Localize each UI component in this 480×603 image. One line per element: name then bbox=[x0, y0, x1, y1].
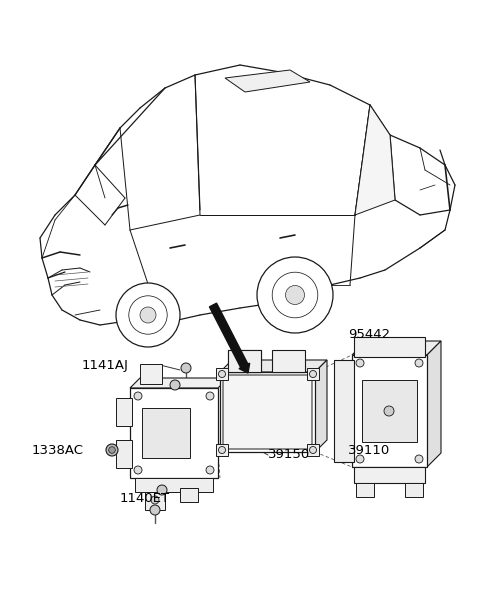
Bar bbox=[135, 478, 213, 492]
Polygon shape bbox=[352, 341, 441, 355]
Bar bbox=[216, 368, 228, 380]
Circle shape bbox=[206, 392, 214, 400]
Bar bbox=[140, 364, 162, 384]
Circle shape bbox=[218, 446, 226, 453]
Polygon shape bbox=[427, 341, 441, 467]
Circle shape bbox=[415, 455, 423, 463]
Circle shape bbox=[140, 307, 156, 323]
Circle shape bbox=[310, 446, 316, 453]
Circle shape bbox=[129, 296, 167, 334]
Polygon shape bbox=[315, 360, 327, 452]
Circle shape bbox=[150, 505, 160, 515]
Polygon shape bbox=[220, 360, 327, 372]
Circle shape bbox=[415, 359, 423, 367]
Circle shape bbox=[206, 466, 214, 474]
Circle shape bbox=[181, 363, 191, 373]
Circle shape bbox=[356, 455, 364, 463]
Circle shape bbox=[310, 370, 316, 377]
Text: 39150: 39150 bbox=[268, 449, 310, 461]
Bar bbox=[116, 398, 132, 426]
Bar bbox=[354, 467, 425, 483]
Bar bbox=[130, 388, 218, 478]
Circle shape bbox=[108, 447, 115, 453]
Bar bbox=[307, 444, 319, 456]
Bar bbox=[272, 350, 305, 372]
Bar bbox=[228, 350, 261, 372]
Bar bbox=[356, 483, 374, 497]
Bar bbox=[228, 350, 261, 372]
FancyBboxPatch shape bbox=[223, 375, 312, 449]
Text: 1140ET: 1140ET bbox=[120, 491, 170, 505]
Bar bbox=[405, 483, 423, 497]
Text: 1141AJ: 1141AJ bbox=[82, 359, 129, 371]
Text: 95442: 95442 bbox=[348, 329, 390, 341]
Polygon shape bbox=[130, 378, 228, 388]
Bar bbox=[334, 360, 354, 462]
Circle shape bbox=[170, 380, 180, 390]
Bar bbox=[180, 488, 198, 502]
FancyArrow shape bbox=[209, 303, 250, 373]
Circle shape bbox=[218, 370, 226, 377]
Circle shape bbox=[134, 392, 142, 400]
Text: 1338AC: 1338AC bbox=[32, 443, 84, 456]
Circle shape bbox=[272, 272, 318, 318]
Circle shape bbox=[384, 406, 394, 416]
Bar bbox=[116, 440, 132, 468]
Circle shape bbox=[116, 283, 180, 347]
Bar bbox=[352, 355, 427, 467]
Circle shape bbox=[106, 444, 118, 456]
Circle shape bbox=[286, 285, 304, 305]
Text: 39110: 39110 bbox=[348, 443, 390, 456]
Circle shape bbox=[157, 485, 167, 495]
Circle shape bbox=[356, 359, 364, 367]
Polygon shape bbox=[225, 70, 310, 92]
Bar bbox=[307, 368, 319, 380]
Bar bbox=[220, 372, 315, 452]
Bar bbox=[354, 337, 425, 357]
Circle shape bbox=[151, 496, 159, 504]
Polygon shape bbox=[355, 105, 395, 215]
Bar bbox=[142, 408, 190, 458]
Bar bbox=[216, 444, 228, 456]
Bar bbox=[145, 492, 165, 510]
Circle shape bbox=[257, 257, 333, 333]
Circle shape bbox=[134, 466, 142, 474]
Bar bbox=[362, 380, 417, 442]
